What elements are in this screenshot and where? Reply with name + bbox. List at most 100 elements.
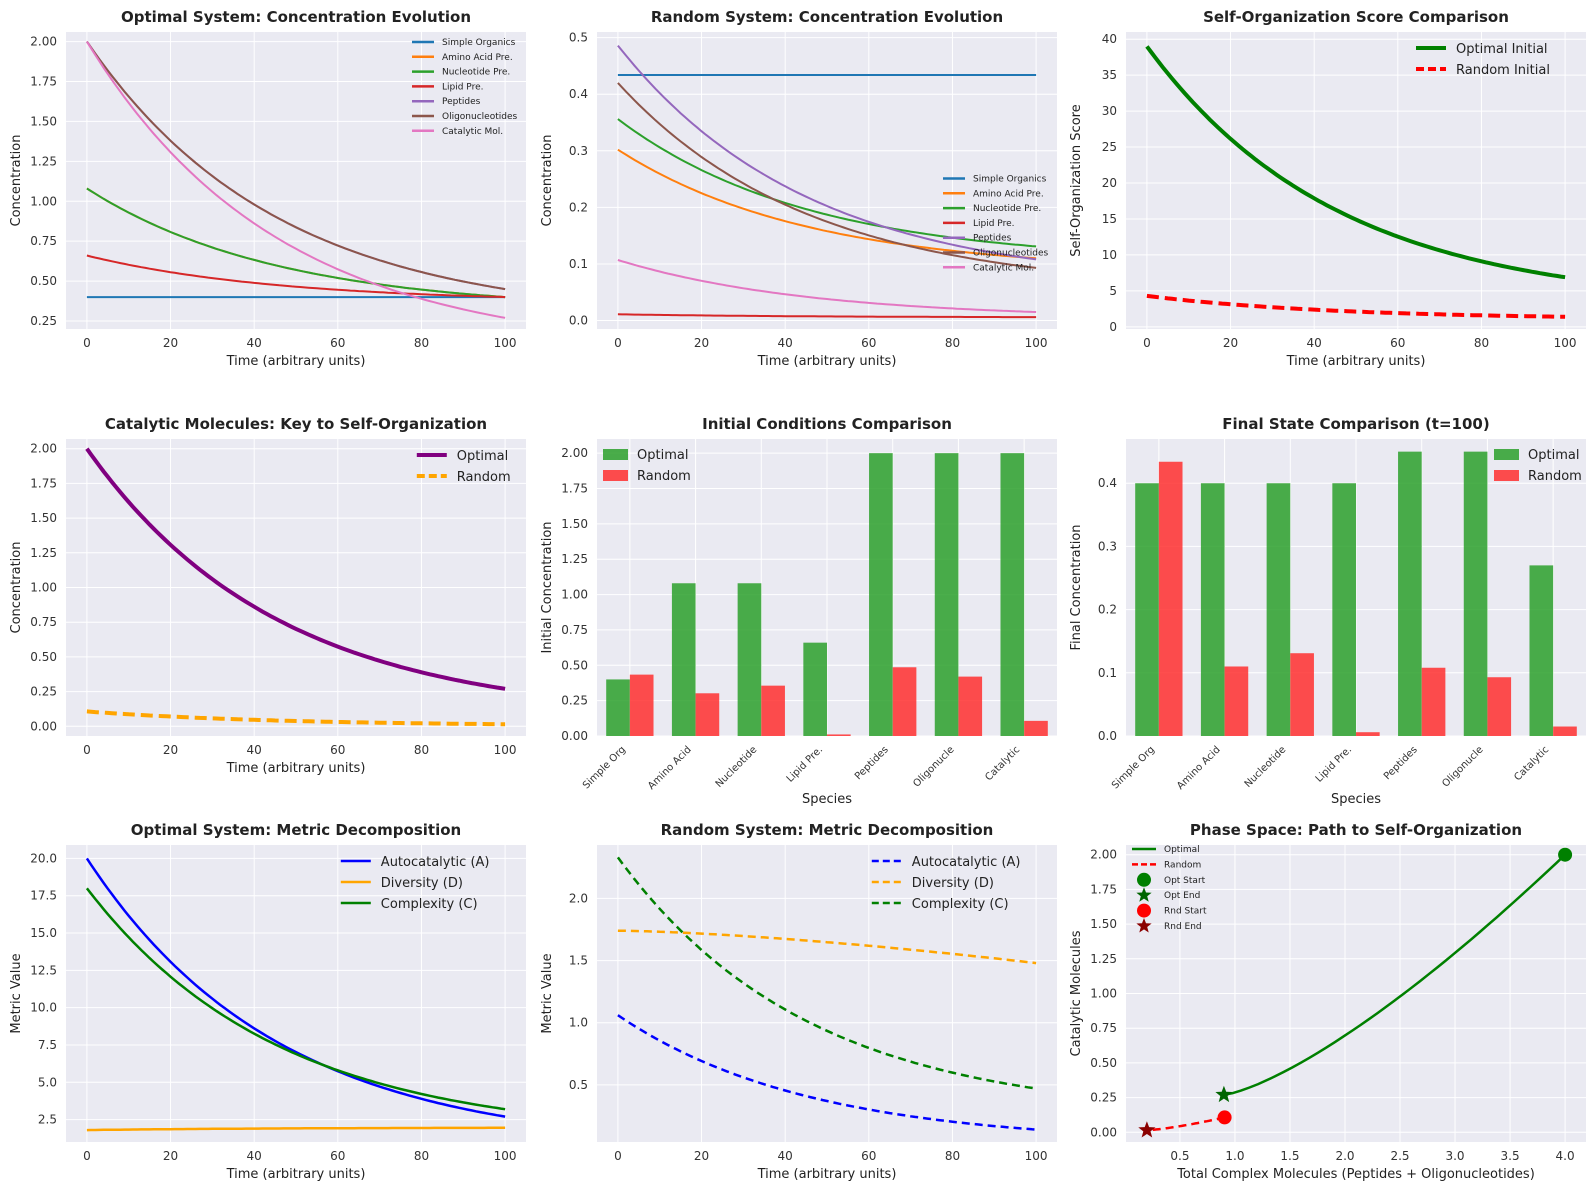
legend-label: Catalytic Mol.	[442, 127, 503, 137]
y-tick-label: 0.2	[569, 200, 588, 214]
x-tick-label: 0	[1143, 336, 1151, 350]
y-tick-label: 5	[1109, 284, 1117, 298]
legend: Optimal Random	[603, 448, 691, 484]
series-line-5	[617, 82, 1037, 269]
x-tick-label: 100	[1025, 336, 1048, 350]
y-tick-label: 1.00	[30, 194, 57, 208]
series-line-0	[85, 857, 506, 1118]
y-tick-label: 2.00	[1090, 848, 1117, 862]
legend-label: Random	[1528, 469, 1582, 484]
x-tick-label: 80	[945, 1149, 960, 1163]
y-tick-label: 0.3	[569, 144, 588, 158]
plot-area	[597, 845, 1057, 1142]
y-tick-label: 1.00	[1090, 987, 1117, 1001]
x-tick-label: Simple Org	[1110, 744, 1157, 791]
y-tick-label: 12.5	[30, 963, 57, 977]
y-tick-label: 17.5	[30, 889, 57, 903]
x-tick-label: 40	[778, 1149, 793, 1163]
x-tick-label: 40	[247, 743, 262, 757]
y-tick-label: 1.25	[1090, 952, 1117, 966]
y-tick-label: 0.75	[561, 623, 588, 637]
series-line-0	[617, 1014, 1037, 1131]
x-tick-label: 60	[330, 336, 345, 350]
chart-title: Random System: Concentration Evolution	[651, 8, 1003, 26]
x-axis-label: Time (arbitrary units)	[226, 761, 366, 776]
y-tick-label: 10	[1102, 248, 1117, 262]
x-tick-label: Catalytic	[983, 744, 1022, 783]
y-tick-label: 0.4	[1098, 476, 1117, 490]
y-tick-label: 0.50	[30, 274, 57, 288]
series-line-1	[617, 929, 1037, 965]
y-tick-label: 0.0	[1098, 729, 1117, 743]
x-tick-label: 40	[1307, 336, 1322, 350]
legend-label: Catalytic Mol.	[973, 263, 1034, 273]
y-tick-label: 0.5	[569, 1078, 588, 1092]
y-tick-label: 0.00	[30, 719, 57, 733]
y-tick-label: 40	[1102, 32, 1117, 46]
y-tick-label: 25	[1102, 140, 1117, 154]
x-tick-label: 60	[861, 336, 876, 350]
x-tick-label: 3.5	[1501, 1149, 1520, 1163]
y-tick-label: 1.50	[561, 517, 588, 531]
x-tick-label: 0	[83, 336, 91, 350]
x-tick-label: 80	[1474, 336, 1489, 350]
y-tick-label: 0.25	[1090, 1091, 1117, 1105]
legend-label: Complexity (C)	[912, 897, 1009, 912]
y-tick-label: 1.00	[561, 588, 588, 602]
x-tick-label: Nucleotide	[714, 744, 760, 790]
x-tick-label: 0	[614, 1149, 622, 1163]
y-tick-label: 0.00	[1090, 1125, 1117, 1139]
y-tick-label: 2.5	[38, 1113, 57, 1127]
x-tick-label: Lipid Pre.	[785, 744, 825, 784]
series-line-0	[85, 447, 506, 691]
legend: Simple Organics Amino Acid Pre. Nucleotide…	[412, 38, 517, 137]
x-tick-label: 80	[945, 336, 960, 350]
legend-label: Diversity (D)	[912, 876, 994, 891]
chart-p5: 0.00 0.25 0.50 0.75 1.00 1.25 1.50 1.75 2.00 Simp…	[540, 415, 1057, 807]
y-axis-label: Concentration	[9, 542, 24, 634]
y-tick-label: 0.5	[569, 31, 588, 45]
path-line-0	[1223, 853, 1566, 1097]
x-axis-label: Time (arbitrary units)	[757, 1167, 897, 1182]
chart-title: Catalytic Molecules: Key to Self-Organiz…	[105, 415, 487, 433]
bar-1-6	[1024, 720, 1048, 736]
x-tick-label: Amino Acid	[1175, 744, 1223, 792]
x-axis-label: Species	[1331, 792, 1381, 807]
y-tick-label: 1.75	[561, 482, 588, 496]
y-tick-label: 0.0	[569, 314, 588, 328]
bar-1-2	[1290, 653, 1314, 736]
bar-0-1	[1200, 483, 1225, 736]
legend-marker-3	[1136, 887, 1152, 902]
y-tick-label: 2.00	[30, 35, 57, 49]
legend-label: Autocatalytic (A)	[381, 855, 490, 870]
y-tick-label: 2.00	[561, 446, 588, 460]
legend-swatch-1	[1494, 470, 1519, 481]
legend-label: Optimal	[457, 449, 508, 464]
legend-label: Rnd Start	[1164, 907, 1207, 917]
point-3	[1138, 1121, 1156, 1138]
y-axis-label: Initial Concentration	[540, 521, 555, 653]
chart-title: Initial Conditions Comparison	[702, 415, 952, 433]
point-0	[1558, 847, 1573, 862]
x-tick-label: Catalytic	[1512, 744, 1551, 783]
chart-title: Optimal System: Concentration Evolution	[121, 8, 471, 26]
y-axis-label: Metric Value	[540, 953, 555, 1033]
x-axis-label: Total Complex Molecules (Peptides + Olig…	[1176, 1167, 1535, 1182]
legend-label: Lipid Pre.	[442, 82, 483, 92]
series-line-5	[86, 41, 506, 291]
x-tick-label: 60	[1390, 336, 1405, 350]
y-tick-label: 0.50	[30, 650, 57, 664]
x-tick-label: 80	[414, 743, 429, 757]
bar-0-6	[1529, 565, 1554, 736]
series-line-2	[85, 887, 506, 1111]
y-tick-label: 0.3	[1098, 539, 1117, 553]
y-axis-label: Catalytic Molecules	[1069, 930, 1084, 1056]
chart-p7: 2.5 5.0 7.5 10.0 12.5 15.0 17.5 20.0 0 20 40 60 80 10…	[9, 821, 526, 1182]
y-tick-label: 0.75	[1090, 1021, 1117, 1035]
legend-swatch-0	[603, 449, 628, 460]
chart-title: Final State Comparison (t=100)	[1222, 415, 1489, 433]
x-tick-label: 20	[694, 336, 709, 350]
x-tick-label: 100	[494, 743, 517, 757]
legend: Autocatalytic (A) Diversity (D) Complexity…	[871, 855, 1021, 912]
bar-0-4	[1398, 451, 1422, 736]
